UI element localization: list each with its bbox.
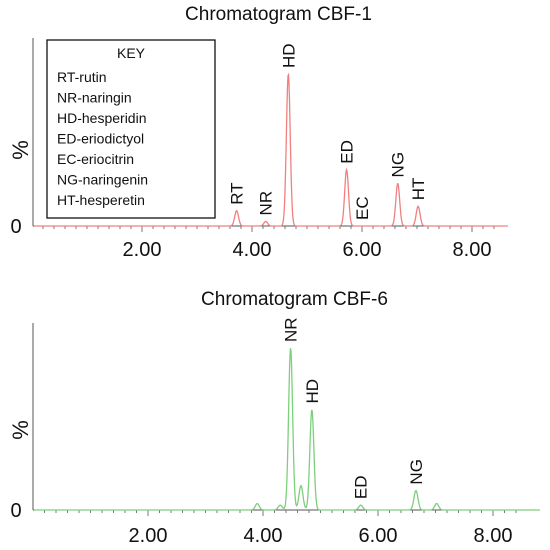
peak-label: NR <box>257 191 276 216</box>
chart-title: Chromatogram CBF-1 <box>185 4 372 25</box>
legend-entry: ED-eriodictyol <box>57 131 144 147</box>
legend-entry: EC-eriocitrin <box>57 151 134 167</box>
x-tick-label: 8.00 <box>453 239 492 261</box>
legend-entry: HD-hesperidin <box>57 110 146 126</box>
x-tick-label: 2.00 <box>123 239 162 261</box>
legend-entry: NR-naringin <box>57 90 132 106</box>
chart-panel-2: Chromatogram CBF-6% 0 2.00 4.00 6.00 8.00 NR HD… <box>8 289 540 547</box>
peak-label: NG <box>407 459 426 485</box>
legend-entry: NG-naringenin <box>57 172 148 188</box>
legend-entry: HT-hesperetin <box>57 192 145 208</box>
legend-title: KEY <box>117 45 146 61</box>
peak-label: ED <box>352 476 371 500</box>
chromatogram-trace <box>34 348 540 511</box>
legend-box <box>46 39 216 219</box>
peak-label: EC <box>353 196 372 220</box>
x-tick-label: 2.00 <box>129 525 168 547</box>
x-tick-label: 6.00 <box>343 239 382 261</box>
y-axis-label: % <box>8 420 33 440</box>
peak-label: RT <box>228 182 247 204</box>
x-tick-label: 4.00 <box>244 525 283 547</box>
chart-title: Chromatogram CBF-6 <box>201 289 388 310</box>
peak-label: HT <box>409 178 428 201</box>
peak-label: NR <box>282 317 301 342</box>
x-tick-label: 6.00 <box>359 525 398 547</box>
chart-panel-1: Chromatogram CBF-1% 0 2.00 4.00 6.00 8.00 RT NR… <box>8 4 508 261</box>
x-tick-label: 4.00 <box>233 239 272 261</box>
peak-label: HD <box>303 379 322 404</box>
peak-label: HD <box>279 43 298 68</box>
y-tick-label: 0 <box>10 500 21 522</box>
y-tick-label: 0 <box>10 216 21 238</box>
y-axis-label: % <box>8 140 33 160</box>
peak-label: NG <box>389 152 408 178</box>
chromatogram-trace <box>34 72 508 227</box>
peak-label: ED <box>338 140 357 164</box>
legend-entry: RT-rutin <box>57 69 107 85</box>
x-tick-label: 8.00 <box>474 525 513 547</box>
